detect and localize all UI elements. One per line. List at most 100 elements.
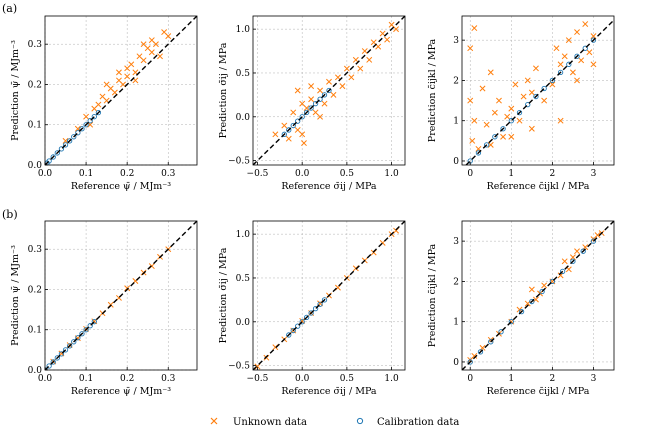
x-tick-label: 3 [591,169,597,179]
x-tick-label: −0.5 [247,374,269,384]
plot-area [45,221,197,370]
unknown-data-point [467,45,474,52]
calibration-data-point [75,130,81,136]
unknown-data-point [148,37,155,44]
y-tick-label: 0.0 [28,161,43,171]
unknown-data-point [469,137,476,144]
unknown-data-point [285,135,292,142]
calibration-data-point [321,297,328,303]
calibration-data-point [295,323,301,329]
x-tick-label: 0.5 [340,374,355,384]
x-axis-label: Reference ψ̄ / MJm⁻³ [71,386,171,397]
calibration-data-point [508,319,514,325]
calibration-data-point [299,114,305,120]
unknown-data-point [541,282,548,289]
row-label-b: (b) [2,208,18,221]
axes-frame [252,15,406,166]
axes-frame [461,15,615,166]
calibration-data-point [303,109,310,116]
plot-area [462,221,614,370]
y-tick-label: 0.5 [236,69,251,79]
calibration-data-point [580,248,586,254]
y-tick-label: −0.5 [228,362,250,372]
unknown-data-point [124,73,131,80]
unknown-data-point [303,105,310,111]
x-tick-label: 0.0 [38,169,53,179]
unknown-data-point [357,65,364,72]
calibration-data-point [71,339,77,345]
unknown-data-point [590,61,597,68]
calibration-data-point [533,93,539,100]
unknown-data-point [500,133,507,140]
unknown-data-point [124,285,131,292]
y-axis-label: Prediction c̄ijkl / MPa [427,38,438,142]
unknown-data-point [569,69,576,76]
calibration-data-point [467,359,473,365]
unknown-data-point [281,122,288,129]
unknown-data-point [326,78,332,85]
x-tick-label: 0.3 [161,374,176,384]
unknown-data-point [532,65,539,72]
calibration-data-point [516,109,523,116]
axes-frame [461,220,615,371]
x-axis-label: Reference σ̄ij / MPa [281,181,377,192]
x-tick-label: −0.5 [247,169,269,179]
calibration-data-point [529,298,535,305]
calibration-data-point [50,154,56,160]
unknown-data-point [487,141,494,148]
calibration-data-point [541,85,547,92]
unknown-data-point [561,258,568,265]
calibration-data-point [290,327,296,334]
x-tick-label: 0 [467,169,473,179]
legend-unknown-marker-icon [210,417,218,425]
unknown-data-point [471,25,478,32]
x-tick-label: 0.0 [295,169,310,179]
unknown-data-point [574,29,580,36]
calibration-data-point [295,118,301,124]
unknown-data-point [508,105,515,112]
calibration-data-point [475,150,482,156]
x-tick-label: 0.2 [120,374,134,384]
unknown-data-point [103,81,110,88]
legend-unknown-label: Unknown data [233,417,307,428]
calibration-data-point [483,142,490,148]
calibration-data-point [308,105,314,111]
legend-item-unknown: Unknown data [210,417,307,428]
calibration-data-point [290,122,296,129]
calibration-data-point [91,319,97,325]
unknown-data-point [312,109,319,116]
unknown-data-point [582,21,589,28]
y-axis-label: Prediction σ̄ij / MPa [218,247,229,343]
calibration-data-point [508,118,514,124]
unknown-data-point [471,352,478,359]
unknown-data-point [299,131,306,138]
calibration-data-point [477,349,484,355]
x-tick-label: 2 [550,169,556,179]
y-tick-label: −0.5 [228,157,250,167]
calibration-data-point [54,355,60,361]
x-tick-label: 0.1 [79,374,93,384]
unknown-data-point [62,137,69,144]
unknown-data-point [115,69,122,76]
unknown-data-point [343,65,350,72]
y-tick-label: 0.2 [28,80,42,90]
unknown-data-point [574,248,580,255]
unknown-data-point [561,53,568,60]
unknown-data-point [586,49,593,56]
calibration-data-point [488,339,494,345]
unknown-data-point [524,77,531,84]
unknown-data-point [308,96,315,103]
unknown-data-point [541,97,548,104]
calibration-data-point [312,100,319,107]
calibration-data-point [46,158,52,164]
unknown-data-point [549,81,556,88]
y-tick-label: 3 [453,36,459,46]
y-tick-label: 0.3 [28,40,43,50]
calibration-data-point [66,138,73,144]
legend-item-calibration: Calibration data [356,417,459,428]
identity-line [45,221,197,370]
calibration-data-point [62,347,69,353]
x-tick-label: 1 [508,169,514,179]
